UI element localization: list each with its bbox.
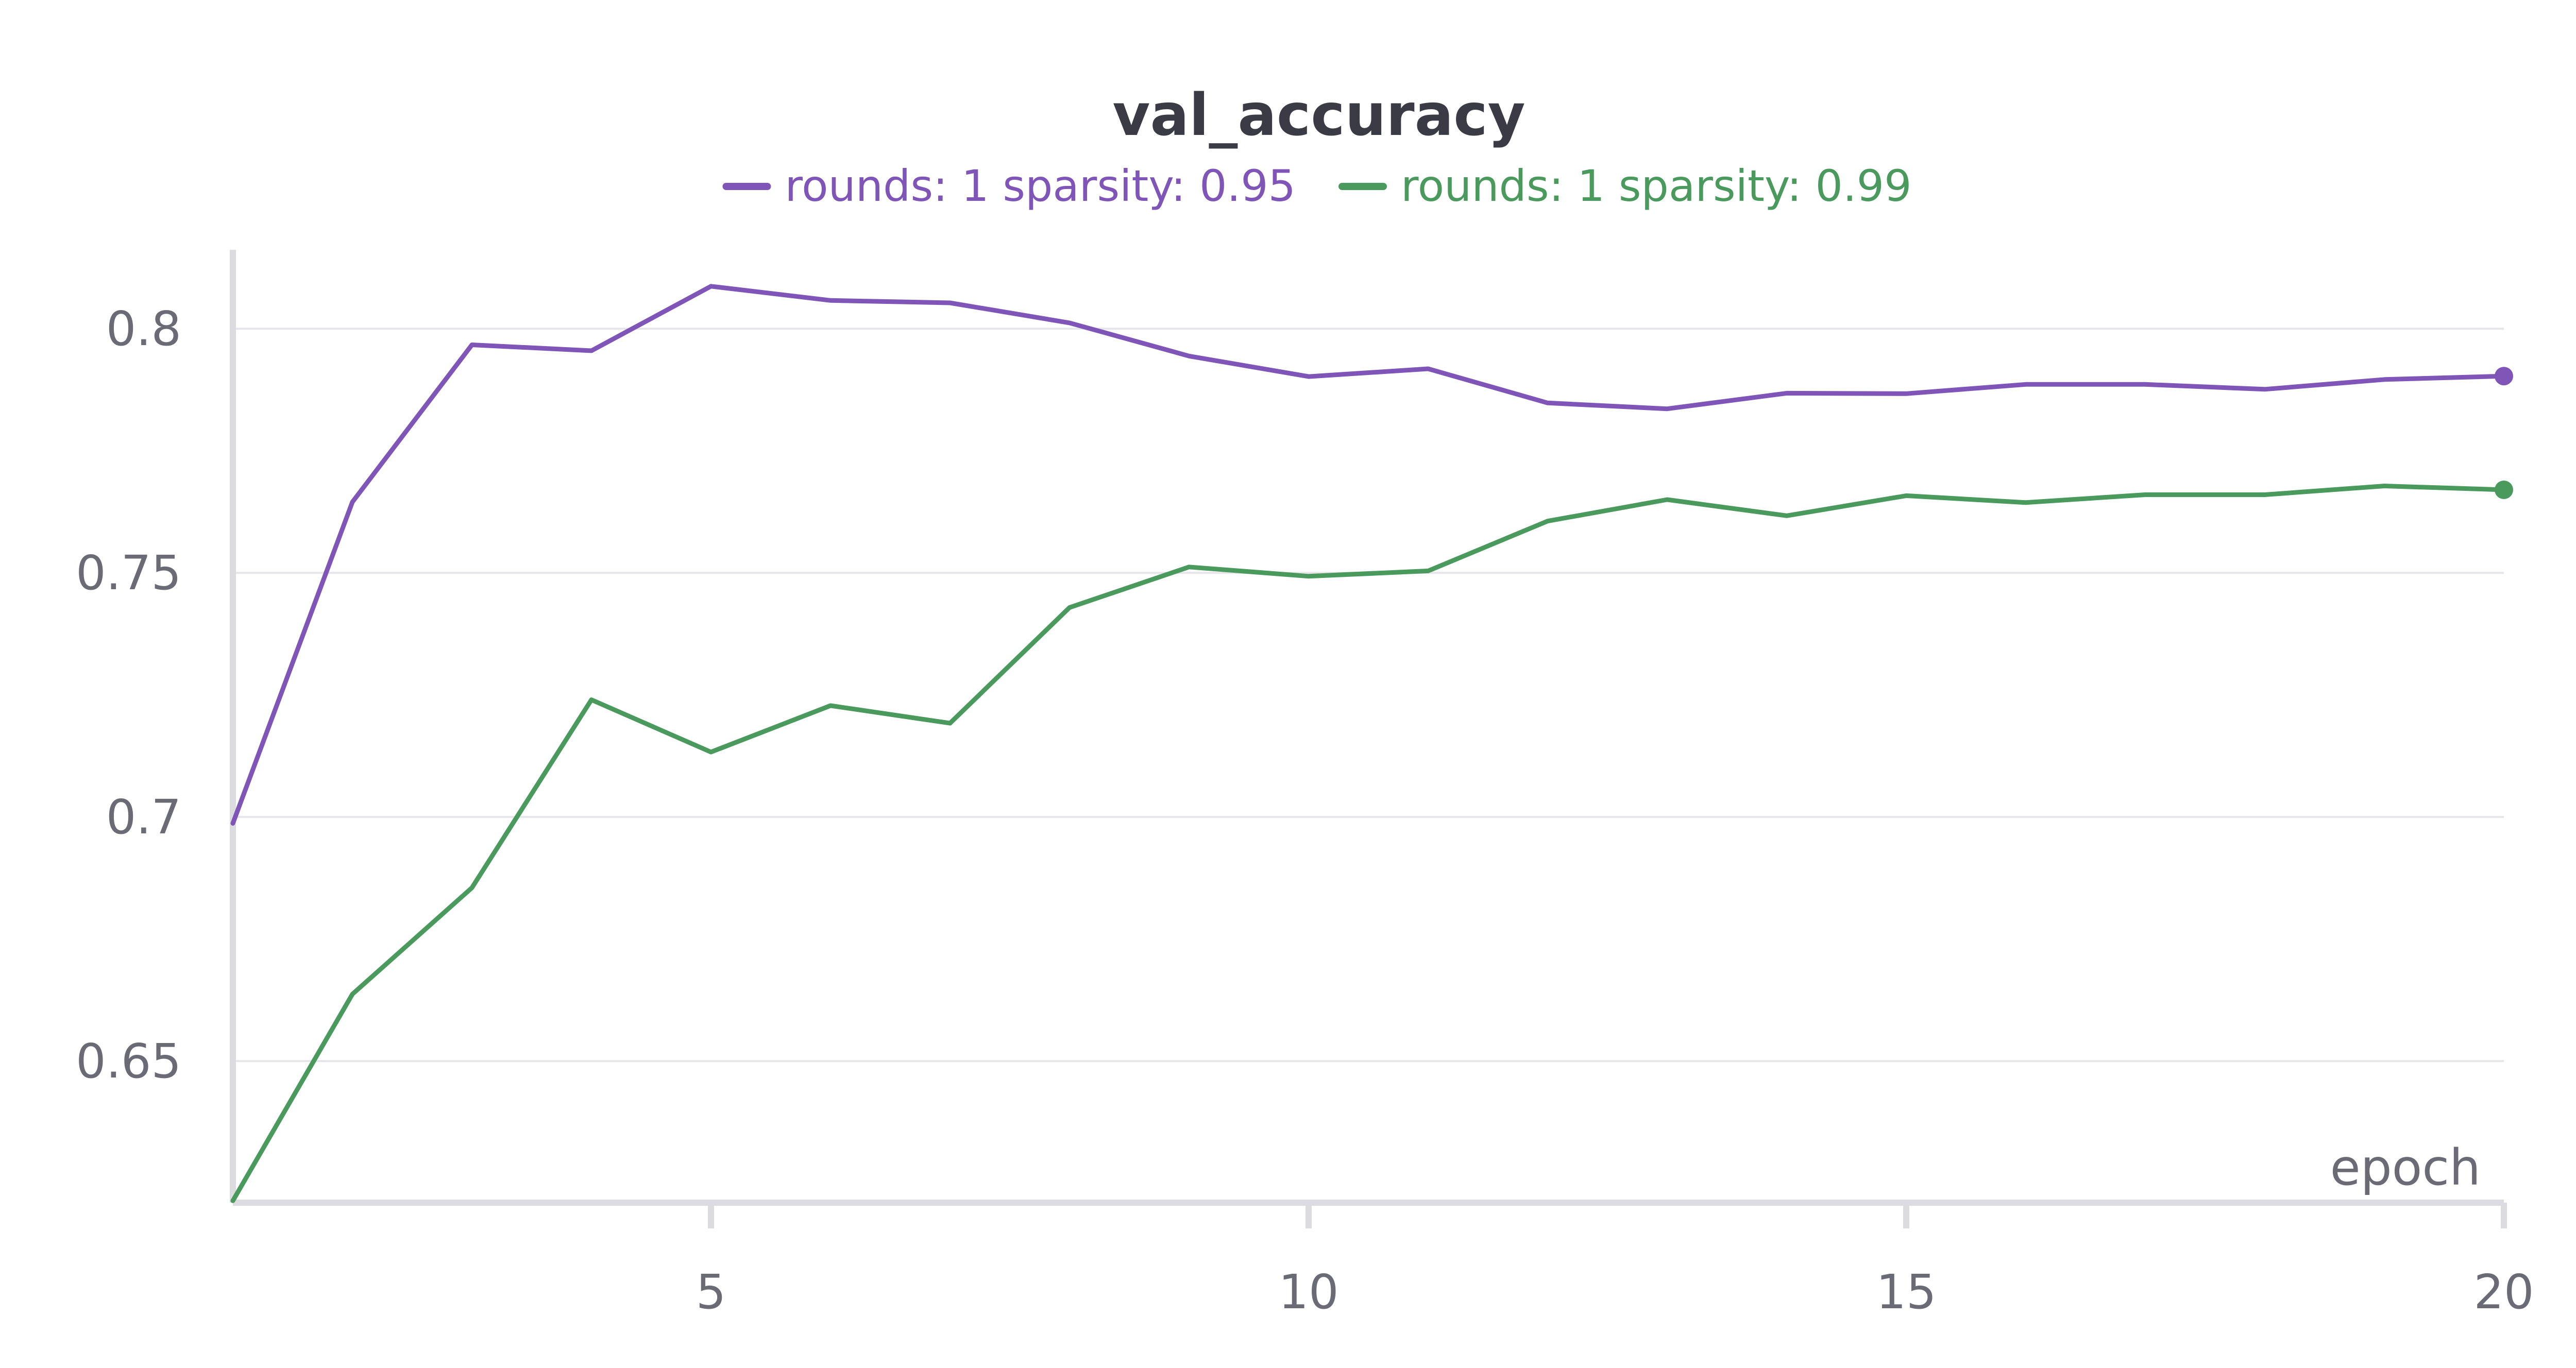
data-point-series-2	[947, 721, 953, 726]
tick-labels: 0.65 0.7 0.75 0.8 5 10 15 20	[76, 301, 2534, 1320]
grid-lines	[233, 328, 2504, 1063]
data-point-series-2	[2495, 481, 2513, 499]
data-point-series-2	[350, 991, 355, 997]
data-point-series-1	[2262, 387, 2267, 392]
data-point-series-2	[589, 697, 594, 703]
data-point-series-1	[589, 348, 594, 353]
data-point-series-1	[2495, 367, 2513, 386]
data-point-series-2	[2023, 500, 2028, 505]
x-axis-label: epoch	[2330, 1139, 2481, 1196]
legend-item-2: rounds: 1 sparsity: 0.99	[1338, 161, 1912, 211]
data-point-series-1	[2143, 382, 2148, 387]
x-tick-label: 15	[1876, 1264, 1936, 1320]
data-point-series-2	[1784, 513, 1789, 518]
axes	[230, 250, 2507, 1228]
data-point-series-1	[828, 298, 833, 303]
y-tick-label: 0.7	[106, 790, 181, 845]
y-tick-label: 0.65	[76, 1034, 181, 1089]
data-point-series-1	[1784, 390, 1789, 396]
y-tick-label: 0.75	[76, 545, 181, 601]
data-point-series-1	[350, 500, 355, 505]
data-point-series-2	[469, 885, 474, 891]
data-point-series-1	[1545, 400, 1550, 405]
legend: rounds: 1 sparsity: 0.95 rounds: 1 sparsi…	[722, 161, 1912, 211]
data-point-series-2	[1665, 497, 1670, 502]
data-point-series-2	[1426, 568, 1431, 573]
data-point-series-1	[708, 284, 714, 289]
data-point-series-2	[1545, 519, 1550, 524]
data-point-series-1	[947, 300, 953, 305]
data-point-series-1	[1426, 366, 1431, 371]
series-line-1	[230, 284, 2506, 826]
legend-label: rounds: 1 sparsity: 0.99	[1401, 161, 1912, 211]
data-point-series-1	[2382, 377, 2387, 382]
data-point-series-1	[1067, 320, 1072, 326]
data-point-series-2	[230, 1198, 235, 1203]
data-point-series-2	[2382, 484, 2387, 489]
data-point-series-1	[469, 343, 474, 348]
x-tick-label: 10	[1278, 1264, 1338, 1320]
data-point-series-2	[1067, 605, 1072, 610]
data-point-series-2	[828, 703, 833, 708]
data-point-series-2	[2143, 492, 2148, 498]
data-point-series-2	[1187, 565, 1192, 570]
data-point-series-2	[2262, 492, 2267, 498]
legend-label: rounds: 1 sparsity: 0.95	[785, 161, 1296, 211]
data-point-series-2	[1306, 574, 1311, 579]
legend-item-1: rounds: 1 sparsity: 0.95	[722, 161, 1296, 211]
data-point-series-1	[230, 821, 235, 826]
data-point-series-1	[1306, 374, 1311, 379]
x-tick-label: 5	[696, 1264, 726, 1320]
data-point-series-1	[1904, 391, 1909, 396]
x-tick-label: 20	[2473, 1264, 2534, 1320]
data-point-series-1	[1665, 406, 1670, 412]
data-point-series-2	[1904, 493, 1909, 498]
data-point-series-1	[2023, 382, 2028, 387]
y-tick-label: 0.8	[106, 301, 181, 356]
chart-title: val_accuracy	[1112, 82, 1525, 149]
data-point-series-1	[1187, 353, 1192, 358]
data-point-series-2	[708, 749, 714, 755]
series-group	[230, 284, 2513, 1203]
series-line-2	[230, 484, 2506, 1203]
